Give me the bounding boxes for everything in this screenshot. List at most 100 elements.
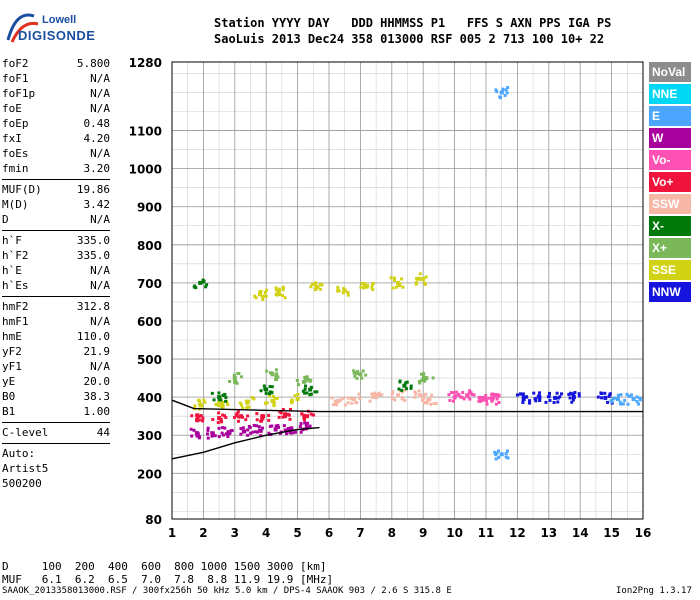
param-row-fxi: fxI 4.20	[2, 131, 110, 146]
data-point	[490, 396, 494, 400]
y-tick-label: 400	[137, 391, 162, 405]
param-value: N/A	[90, 315, 110, 328]
data-point	[275, 396, 279, 400]
data-point	[372, 393, 376, 397]
data-point	[556, 396, 560, 400]
data-point	[270, 385, 274, 389]
data-point	[263, 387, 267, 391]
data-point	[194, 286, 198, 290]
data-point	[221, 393, 225, 397]
param-separator	[2, 422, 110, 423]
x-tick-label: 15	[603, 526, 620, 540]
data-point	[224, 415, 228, 419]
y-tick-label: 800	[137, 239, 162, 253]
data-point	[241, 426, 245, 430]
data-point	[235, 412, 239, 416]
param-separator	[2, 296, 110, 297]
profile-line	[171, 399, 643, 413]
data-point	[400, 397, 404, 401]
param-row-he: h`E N/A	[2, 263, 110, 278]
data-point	[262, 294, 266, 298]
param-name: yF2	[2, 345, 22, 358]
param-row-md: M(D) 3.42	[2, 197, 110, 212]
data-point	[305, 375, 309, 379]
x-tick-label: 1	[168, 526, 176, 540]
data-point	[626, 402, 630, 406]
legend-item-nne: NNE	[649, 84, 691, 104]
data-point	[635, 395, 639, 399]
data-point	[361, 369, 365, 373]
data-point	[414, 280, 418, 284]
legend-item-nnw: NNW	[649, 282, 691, 302]
data-point	[403, 399, 407, 403]
param-name: fxI	[2, 132, 22, 145]
data-point	[418, 381, 422, 385]
param-name: B1	[2, 405, 16, 418]
data-point	[288, 431, 292, 435]
data-point	[309, 412, 313, 416]
y-tick-label: 300	[137, 429, 162, 443]
data-point	[306, 377, 310, 381]
data-point	[346, 290, 350, 294]
data-point	[263, 291, 267, 295]
data-point	[299, 430, 303, 434]
data-point	[248, 426, 252, 430]
data-point	[257, 292, 262, 297]
distance-row: D 100 200 400 600 800 1000 1500 3000 [km…	[2, 560, 327, 573]
param-name: D	[2, 213, 9, 226]
data-point	[260, 294, 264, 298]
data-point	[219, 398, 223, 402]
data-point	[404, 381, 408, 385]
logo-digisonde: DIGISONDE	[18, 28, 96, 43]
data-point	[320, 283, 324, 287]
x-tick-label: 7	[356, 526, 364, 540]
data-point	[638, 396, 642, 400]
data-point	[270, 424, 274, 428]
data-point	[494, 88, 498, 92]
data-point	[281, 285, 285, 289]
data-point	[196, 431, 200, 435]
data-point	[449, 391, 453, 395]
data-point	[245, 406, 249, 410]
param-row-hmf1: hmF1 N/A	[2, 314, 110, 329]
data-point	[203, 400, 207, 404]
data-point	[481, 396, 485, 400]
data-point	[277, 425, 281, 429]
data-point	[465, 393, 470, 398]
autoscale-info-line: 500200	[2, 477, 42, 490]
data-point	[273, 397, 277, 401]
data-point	[373, 391, 377, 395]
param-row-fof2: foF2 5.800	[2, 56, 110, 71]
data-point	[390, 396, 394, 400]
param-value: N/A	[90, 264, 110, 277]
data-point	[374, 395, 379, 400]
data-point	[366, 284, 370, 288]
data-point	[495, 397, 499, 401]
param-name: h`F2	[2, 249, 29, 262]
y-tick-label: 500	[137, 353, 162, 367]
data-point	[573, 390, 577, 394]
data-point	[421, 377, 425, 381]
data-point	[303, 387, 307, 391]
param-name: foF2	[2, 57, 29, 70]
data-point	[346, 293, 350, 297]
data-point	[618, 400, 622, 404]
logo-mark-icon	[6, 13, 39, 43]
data-point	[606, 400, 610, 404]
data-point	[254, 430, 258, 434]
data-point	[226, 403, 230, 407]
data-point	[226, 435, 230, 439]
data-point	[305, 414, 310, 419]
param-row-foe: foE N/A	[2, 101, 110, 116]
param-name: M(D)	[2, 198, 29, 211]
legend-item-noval: NoVal	[649, 62, 691, 82]
data-point	[272, 403, 276, 407]
data-point	[194, 431, 198, 435]
data-point	[504, 88, 508, 92]
data-point	[240, 403, 244, 407]
param-value: N/A	[90, 147, 110, 160]
data-point	[357, 392, 361, 396]
data-point	[310, 385, 314, 389]
data-point	[360, 282, 364, 286]
data-point	[467, 391, 471, 395]
